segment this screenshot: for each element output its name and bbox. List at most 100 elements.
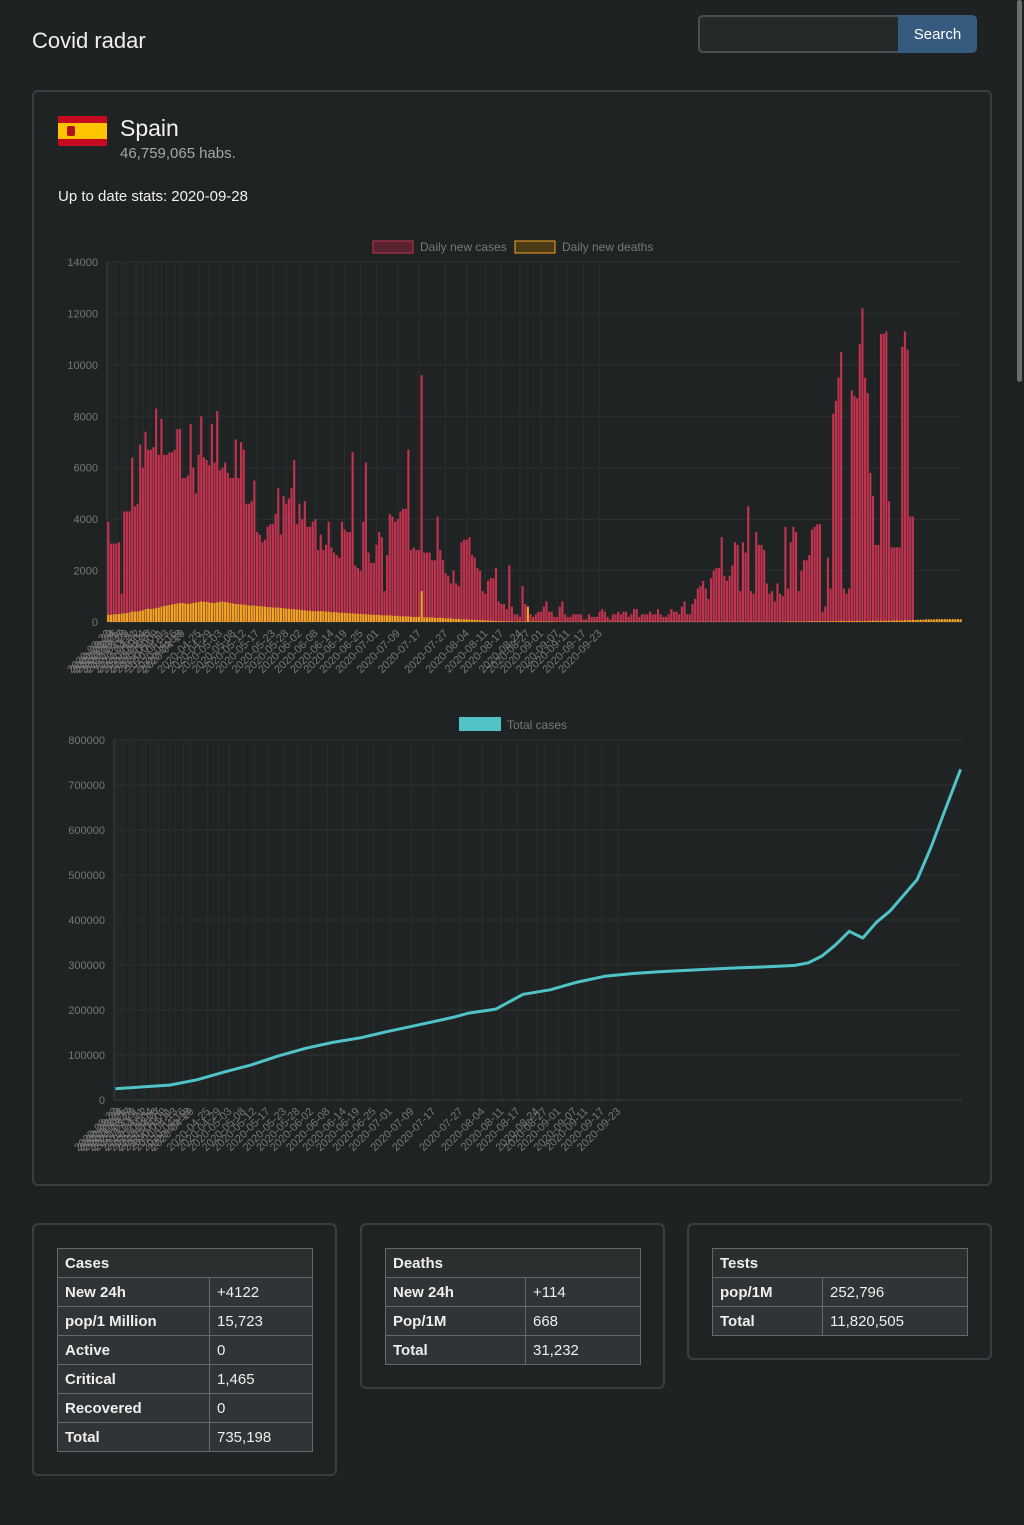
deaths-bar [858,620,861,622]
cases-bar [898,547,901,622]
cases-bar [457,586,460,622]
deaths-bar [909,620,912,622]
row-value: 0 [209,1393,313,1423]
cases-bar [237,478,240,622]
cases-bar [372,562,375,622]
deaths-bar [893,620,896,622]
search-input[interactable] [698,15,898,53]
cases-bar [532,616,535,622]
cases-bar [348,532,352,622]
cases-bar [473,557,476,622]
cases-bar [343,529,346,622]
page-scrollbar[interactable] [1017,0,1022,382]
deaths-bar [279,608,282,622]
cases-bar [869,472,872,622]
deaths-bar [537,621,540,622]
cases-bar [380,537,383,622]
deaths-bar [463,619,466,622]
deaths-bar [155,608,158,622]
cases-bar [279,534,282,622]
cases-bar [534,614,537,622]
cases-bar [749,591,752,622]
deaths-bar [930,619,933,622]
deaths-bar [797,621,800,622]
cases-bar [486,580,490,622]
deaths-bar [784,621,787,622]
deaths-bar [532,621,535,622]
deaths-bar [309,610,312,622]
table-row: Active 0 [57,1335,313,1365]
deaths-bar [237,604,240,622]
cases-bar [128,511,131,622]
row-value: 31,232 [525,1335,641,1365]
deaths-bar [247,605,251,622]
cases-bar [752,593,755,622]
row-value: 0 [209,1335,313,1365]
cases-bar [271,524,275,622]
deaths-bar [298,609,301,622]
deaths-bar [521,621,524,622]
deaths-bar [874,620,877,622]
deaths-bar [808,621,811,622]
cases-bar [287,498,290,622]
cases-bar [640,614,644,622]
cases-bar [282,496,285,622]
deaths-bar [484,620,487,622]
cases-bar [537,611,540,622]
cases-bar [354,565,357,622]
deaths-bar [263,606,267,622]
cases-bar [529,614,532,622]
cases-bar [590,616,593,622]
cases-bar [678,614,681,622]
deaths-bar [109,614,113,622]
cases-bar [691,604,694,622]
deaths-bar [848,620,851,622]
y-tick-label: 0 [99,1095,105,1107]
deaths-bar [147,608,150,622]
deaths-bar [386,615,389,622]
deaths-bar [545,621,548,622]
deaths-bar [471,619,474,622]
cases-bar [524,604,527,622]
deaths-bar [378,614,381,622]
total-chart-svg: 0 100000 200000 300000 400000 500000 600000 700… [68,717,963,1154]
deaths-bar [792,621,795,622]
deaths-bar [433,617,436,622]
cases-bar [895,547,899,622]
deaths-bar [449,618,452,622]
cases-bar [879,334,883,622]
deaths-bar [362,614,365,622]
y-tick-label: 0 [92,617,98,629]
deaths-bar [800,621,803,622]
cases-bar [383,591,386,622]
cases-bar [274,514,277,622]
cases-bar [120,593,123,622]
deaths-bar [954,619,957,622]
table-row: New 24h +114 [385,1277,641,1307]
cases-bar [789,542,792,622]
search-button[interactable]: Search [898,15,977,53]
deaths-bar [542,621,545,622]
deaths-bar [951,619,954,622]
y-tick-label: 700000 [68,780,105,792]
cases-bar [189,424,192,622]
deaths-bar [144,609,147,622]
deaths-bar [502,621,506,622]
cases-bar [409,550,413,622]
deaths-bar [242,604,245,622]
cases-bar [160,418,163,622]
cases-bar [266,526,269,622]
deaths-bar [864,620,867,622]
cases-bar [725,580,729,622]
deaths-bar [351,613,354,622]
cases-bar [460,542,463,622]
cases-bar [335,555,338,622]
cases-bar [760,544,763,622]
deaths-bar [465,619,468,622]
deaths-bar [431,617,434,622]
cases-bar [449,583,452,622]
deaths-bar [906,620,909,622]
cases-bar [447,575,450,622]
cases-bar [123,511,126,622]
cases-bar [582,619,585,622]
